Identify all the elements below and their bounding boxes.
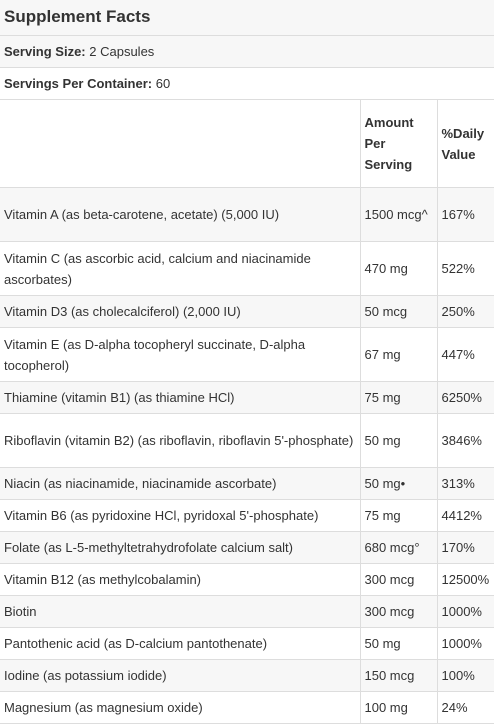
table-row: Riboflavin (vitamin B2) (as riboflavin, … [0,413,494,468]
nutrient-amount: 75 mg [359,499,437,532]
nutrient-daily-value: 313% [436,467,494,500]
nutrient-amount: 75 mg [359,381,437,414]
table-row: Pantothenic acid (as D-calcium pantothen… [0,627,494,660]
table-row: Niacin (as niacinamide, niacinamide asco… [0,467,494,500]
nutrient-daily-value: 170% [436,531,494,564]
nutrient-amount: 680 mcg° [359,531,437,564]
table-row: Vitamin D3 (as cholecalciferol) (2,000 I… [0,295,494,328]
nutrient-name: Magnesium (as magnesium oxide) [0,691,360,724]
nutrient-amount: 1500 mcg^ [359,187,437,242]
nutrient-name: Thiamine (vitamin B1) (as thiamine HCl) [0,381,360,414]
servings-per-container-value: 60 [155,76,171,91]
nutrient-daily-value: 3846% [436,413,494,468]
nutrient-amount: 50 mg• [359,467,437,500]
nutrient-daily-value: 1000% [436,595,494,628]
panel-title: Supplement Facts [0,0,494,36]
servings-per-container-label: Servings Per Container: [4,76,153,91]
nutrient-amount: 50 mg [359,627,437,660]
serving-size-value: 2 Capsules [89,44,155,59]
table-row: Folate (as L-5-methyltetrahydrofolate ca… [0,531,494,564]
header-nutrient [0,100,360,188]
table-row: Vitamin E (as D-alpha tocopheryl succina… [0,327,494,382]
table-row: Vitamin A (as beta-carotene, acetate) (5… [0,187,494,242]
nutrient-amount: 50 mg [359,413,437,468]
nutrient-daily-value: 4412% [436,499,494,532]
table-row: Thiamine (vitamin B1) (as thiamine HCl) 7… [0,381,494,414]
table-row: Iodine (as potassium iodide) 150 mcg 100% [0,659,494,692]
nutrient-daily-value: 250% [436,295,494,328]
nutrient-amount: 67 mg [359,327,437,382]
nutrient-name: Iodine (as potassium iodide) [0,659,360,692]
nutrient-daily-value: 100% [436,659,494,692]
nutrient-table: Amount Per Serving %Daily Value Vitamin … [0,100,494,724]
nutrient-name: Niacin (as niacinamide, niacinamide asco… [0,467,360,500]
table-row: Vitamin B6 (as pyridoxine HCl, pyridoxal… [0,499,494,532]
nutrient-amount: 470 mg [359,241,437,296]
nutrient-name: Vitamin C (as ascorbic acid, calcium and… [0,241,360,296]
nutrient-daily-value: 6250% [436,381,494,414]
table-row: Vitamin C (as ascorbic acid, calcium and… [0,241,494,296]
table-row: Magnesium (as magnesium oxide) 100 mg 24% [0,691,494,724]
nutrient-name: Biotin [0,595,360,628]
nutrient-name: Vitamin E (as D-alpha tocopheryl succina… [0,327,360,382]
servings-per-container-row: Servings Per Container: 60 [0,68,494,100]
nutrient-amount: 300 mcg [359,595,437,628]
nutrient-daily-value: 167% [436,187,494,242]
serving-size-label: Serving Size: [4,44,86,59]
table-header-row: Amount Per Serving %Daily Value [0,100,494,188]
table-row: Vitamin B12 (as methylcobalamin) 300 mcg 1… [0,563,494,596]
header-daily-value: %Daily Value [436,100,494,188]
serving-size-row: Serving Size: 2 Capsules [0,36,494,68]
header-amount-per-serving: Amount Per Serving [359,100,437,188]
nutrient-name: Vitamin B6 (as pyridoxine HCl, pyridoxal… [0,499,360,532]
table-row: Biotin 300 mcg 1000% [0,595,494,628]
nutrient-name: Vitamin B12 (as methylcobalamin) [0,563,360,596]
nutrient-daily-value: 1000% [436,627,494,660]
nutrient-amount: 50 mcg [359,295,437,328]
nutrient-daily-value: 522% [436,241,494,296]
nutrient-daily-value: 447% [436,327,494,382]
nutrient-daily-value: 12500% [436,563,494,596]
nutrient-name: Vitamin A (as beta-carotene, acetate) (5… [0,187,360,242]
nutrient-amount: 300 mcg [359,563,437,596]
nutrient-name: Riboflavin (vitamin B2) (as riboflavin, … [0,413,360,468]
nutrient-amount: 150 mcg [359,659,437,692]
nutrient-name: Pantothenic acid (as D-calcium pantothen… [0,627,360,660]
nutrient-name: Folate (as L-5-methyltetrahydrofolate ca… [0,531,360,564]
nutrient-amount: 100 mg [359,691,437,724]
nutrient-name: Vitamin D3 (as cholecalciferol) (2,000 I… [0,295,360,328]
nutrient-daily-value: 24% [436,691,494,724]
